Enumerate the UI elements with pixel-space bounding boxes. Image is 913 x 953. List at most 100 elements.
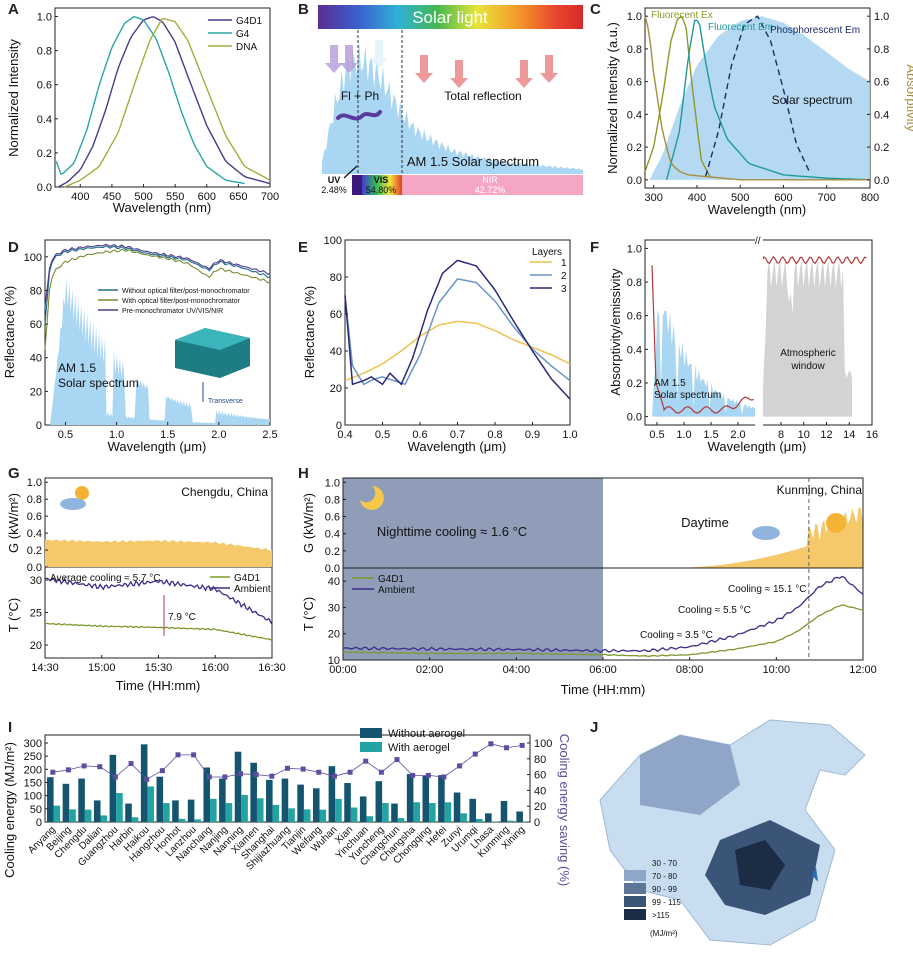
- panel-c-y2-tick: 0.8: [874, 44, 889, 56]
- panel-c-xlabel: Wavelength (nm): [708, 202, 807, 217]
- map-legend-label: 90 - 99: [652, 885, 677, 894]
- uv-pct: 2.48%: [321, 185, 347, 195]
- bar-with-aerogel: [350, 807, 358, 822]
- series-line-ambient: [44, 577, 273, 625]
- panel-a-x-tick: 650: [229, 191, 247, 203]
- am15-label: AM 1.5: [58, 361, 96, 375]
- saving-marker: [488, 741, 494, 747]
- panel-g-letter: G: [8, 465, 20, 482]
- location-label: Kunming, China: [777, 483, 863, 497]
- series-line: [644, 15, 711, 177]
- panel-h-x-tick: 06:00: [589, 664, 617, 676]
- aerogel-top-icon: [175, 328, 250, 350]
- saving-marker: [191, 752, 197, 758]
- sun-icon: [826, 513, 846, 533]
- bar-with-aerogel: [460, 813, 467, 822]
- legend-title: Layers: [532, 247, 562, 258]
- light-arrow-icon: [540, 55, 558, 83]
- panel-h-y-tick: 0.2: [325, 546, 340, 558]
- bar-with-aerogel: [272, 804, 280, 822]
- series-line: [44, 243, 271, 308]
- bar-with-aerogel: [491, 821, 499, 822]
- series-line-layer-1: [344, 320, 571, 382]
- panel-f-x-tick: 8: [778, 429, 784, 441]
- panel-f-y-tick: 0.4: [627, 344, 642, 356]
- label-solar-spectrum: Solar spectrum: [772, 93, 853, 107]
- panel-a-y-tick: 0.8: [37, 46, 52, 58]
- legend-label: 3: [561, 284, 567, 295]
- bar-without-aerogel: [500, 800, 508, 822]
- saving-marker: [441, 774, 447, 780]
- panel-f-x-tick: 2.0: [730, 429, 745, 441]
- panel-g-x-tick: 14:30: [31, 662, 59, 674]
- saving-marker: [112, 774, 118, 780]
- saving-marker: [253, 772, 259, 778]
- cloud-icon: [60, 498, 86, 510]
- bar-with-aerogel: [210, 798, 217, 822]
- panel-i-ylabel-right: Cooling energy saving (%): [557, 734, 572, 886]
- series-line: [44, 248, 271, 350]
- saving-marker: [457, 763, 463, 769]
- legend-label: G4D1: [234, 573, 261, 584]
- bar-with-aerogel: [382, 803, 389, 822]
- map-legend-swatch: [624, 870, 646, 881]
- panel-a-xlabel: Wavelength (nm): [113, 200, 212, 215]
- panel-g-y-tick: 0.6: [27, 511, 42, 523]
- panel-a-x-tick: 600: [198, 191, 216, 203]
- location-label: Chengdu, China: [181, 485, 268, 499]
- axis-break-mark: //: [755, 236, 761, 247]
- panel-c-x-tick: 400: [688, 192, 706, 204]
- panel-c-y2-tick: 0.2: [874, 142, 889, 154]
- am15-spectrum: [652, 309, 760, 417]
- vis-label: VIS: [374, 175, 389, 185]
- legend-label: G4: [236, 29, 250, 40]
- legend-label: Without aerogel: [388, 728, 465, 740]
- panel-i-y2-tick: 20: [534, 801, 546, 813]
- panel-h-y2-tick: 20: [328, 629, 340, 641]
- daytime-label: Daytime: [681, 515, 729, 530]
- panel-c-y-tick: 0.4: [627, 109, 642, 121]
- panel-e-x-tick: 0.7: [450, 429, 465, 441]
- panel-h-y-tick: 0.6: [325, 512, 340, 524]
- label-total-reflection: Total reflection: [444, 89, 521, 103]
- atmospheric-label: Atmospheric: [780, 348, 836, 359]
- panel-g-y-tick: 0.8: [27, 494, 42, 506]
- bar-with-aerogel: [413, 802, 420, 822]
- panel-c-y-tick: 0.6: [627, 77, 642, 89]
- panel-d-y-tick: 0: [36, 420, 42, 432]
- panel-i-y-tick: 200: [24, 764, 42, 776]
- nir-band: [402, 175, 583, 195]
- panel-h-x-tick: 08:00: [676, 664, 704, 676]
- bar-without-aerogel: [93, 800, 101, 822]
- panel-g-y-tick: 1.0: [27, 477, 42, 489]
- panel-h-y2-tick: 40: [328, 576, 340, 588]
- bar-with-aerogel: [256, 798, 264, 822]
- saving-marker: [238, 771, 244, 777]
- panel-e-y-tick: 60: [330, 309, 342, 321]
- bar-with-aerogel: [131, 817, 139, 822]
- panel-i-y2-tick: 80: [534, 754, 546, 766]
- panel-c-y-tick: 1.0: [627, 11, 642, 23]
- atmospheric-window-area: [762, 259, 852, 417]
- panel-h-x-tick: 10:00: [763, 664, 791, 676]
- panel-c-letter: C: [590, 1, 601, 18]
- bar-with-aerogel: [522, 821, 530, 822]
- panel-f-x-tick: 1.5: [703, 429, 718, 441]
- panel-d-y-tick: 40: [30, 353, 42, 365]
- legend-label: G4D1: [378, 574, 405, 585]
- panel-i-y-tick: 0: [36, 817, 42, 829]
- bar-without-aerogel: [328, 766, 336, 822]
- legend-label: Ambient: [234, 584, 271, 595]
- saving-marker: [300, 766, 306, 772]
- legend-label: DNA: [236, 42, 257, 53]
- panel-a-y-tick: 0.6: [37, 80, 52, 92]
- solar-light-title: Solar light: [412, 8, 488, 27]
- panel-g-x-tick: 15:00: [88, 662, 116, 674]
- panel-f-xlabel: Wavelength (μm): [708, 439, 807, 454]
- am15-spectrum: [47, 279, 270, 425]
- panel-g-x-tick: 16:00: [201, 662, 229, 674]
- panel-c-y-tick: 0.0: [627, 175, 642, 187]
- panel-f-y-tick: 0.0: [627, 412, 642, 424]
- cloud-icon: [752, 526, 780, 540]
